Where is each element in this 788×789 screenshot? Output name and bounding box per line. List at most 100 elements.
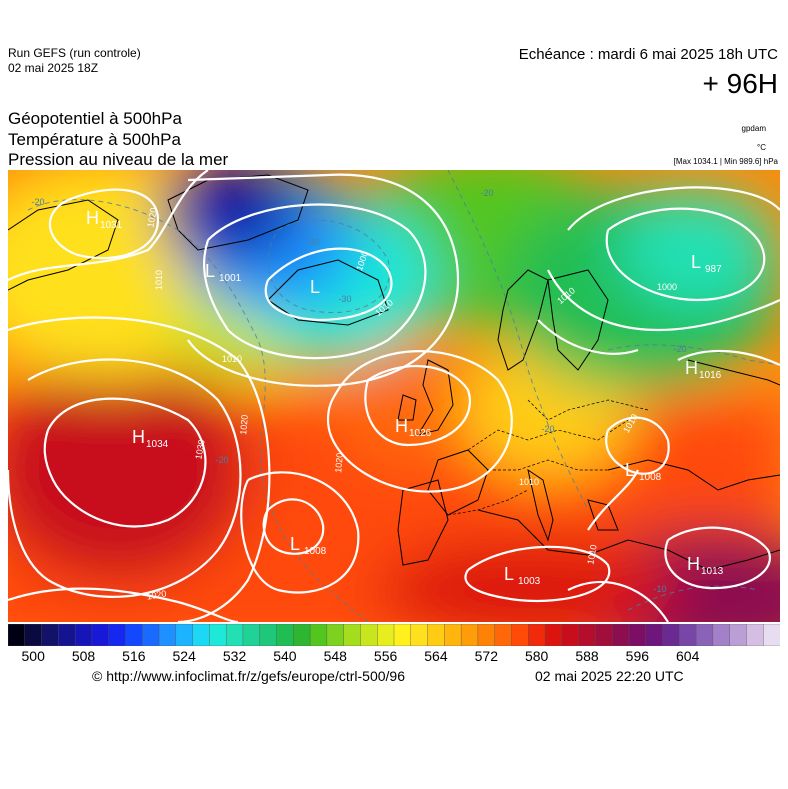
- colorbar-swatch: [662, 624, 681, 646]
- colorbar-swatch: [427, 624, 446, 646]
- colorbar-swatch: [679, 624, 697, 646]
- isotherm-label: -20: [480, 188, 493, 198]
- isotherm-label: -20: [215, 455, 228, 465]
- colorbar-swatch: [360, 624, 378, 646]
- pressure-center-value: 1001: [219, 273, 242, 284]
- pressure-center-letter: H: [685, 358, 698, 378]
- pressure-center-low: L 1008: [625, 460, 662, 483]
- pressure-center-value: 1003: [518, 576, 541, 587]
- colorbar-swatch: [8, 624, 26, 646]
- forecast-hour: + 96H: [702, 68, 779, 99]
- forecast-valid-time: Echéance : mardi 6 mai 2025 18h UTC: [518, 46, 778, 63]
- colorbar-swatch: [41, 624, 60, 646]
- run-date: 02 mai 2025 18Z: [8, 61, 99, 75]
- isobar-label: 1020: [238, 414, 250, 435]
- colorbar-swatch: [528, 624, 546, 646]
- colorbar-tick-label: 540: [273, 648, 297, 664]
- isobar-label: 1010: [154, 270, 164, 290]
- isotherms: [27, 170, 780, 622]
- pressure-center-low: L 1003: [504, 564, 541, 587]
- colorbar-swatch: [309, 624, 328, 646]
- pressure-center-high: H 1016: [685, 358, 722, 381]
- pressure-center-letter: H: [395, 416, 408, 436]
- unit-geopotential: gpdam: [741, 124, 766, 133]
- pressure-center-value: 1031: [100, 220, 123, 231]
- isobar-label: 1020: [145, 207, 158, 228]
- isotherm-label: -30: [338, 294, 351, 304]
- pressure-center-letter: H: [86, 208, 99, 228]
- colorbar-swatch: [628, 624, 647, 646]
- colorbar-swatch: [175, 624, 194, 646]
- colorbar-swatch: [24, 624, 43, 646]
- pressure-center-letter: L: [310, 277, 320, 297]
- colorbar-swatch: [511, 624, 529, 646]
- colorbar-swatch: [561, 624, 580, 646]
- pressure-center-low: L 987: [691, 252, 722, 275]
- pressure-center-value: 987: [705, 264, 722, 275]
- colorbar-swatch: [477, 624, 496, 646]
- colorbar-swatch: [763, 624, 780, 646]
- isobar-label: 1000: [657, 282, 677, 292]
- weather-map: 1010 1020 1010 1020 1030 1020 1020 1010 1000 1010…: [8, 170, 780, 622]
- isotherm-label: -30: [306, 237, 319, 247]
- pressure-center-high: H 1013: [687, 554, 724, 577]
- colorbar-tick-label: 556: [373, 648, 398, 664]
- source-url: © http://www.infoclimat.fr/z/gefs/europe…: [92, 668, 406, 684]
- colorbar-tick-label: 500: [21, 648, 45, 664]
- colorbar-tick-label: 596: [625, 648, 650, 664]
- colorbar-swatch: [192, 624, 211, 646]
- colorbar-swatch: [460, 624, 479, 646]
- run-title: Run GEFS (run controle): [8, 46, 141, 60]
- pressure-center-high: H 1031: [86, 208, 123, 231]
- colorbar-swatch: [746, 624, 764, 646]
- colorbar-swatch: [343, 624, 362, 646]
- isotherm-labels: -20 -30 -30 -20 -20 -20 -20 -10: [31, 188, 686, 594]
- pressure-center-value: 1026: [409, 428, 432, 439]
- colorbar-tick-label: 548: [323, 648, 347, 664]
- colorbar-swatch: [695, 624, 714, 646]
- pressure-center-value: 1008: [639, 472, 662, 483]
- colorbar-swatch: [242, 624, 261, 646]
- colorbar-swatch: [142, 624, 160, 646]
- colorbar-tick-label: 508: [71, 648, 96, 664]
- isotherm-label: -20: [541, 424, 554, 434]
- colorbar-tick-label: 524: [172, 648, 196, 664]
- isobar-label: 1010: [585, 544, 598, 565]
- isobar-label: 1010: [519, 477, 539, 487]
- colorbar-swatch: [494, 624, 513, 646]
- colorbar-labels: 500 508 516 524 532 540 548 556 564 572 580 588 596 6…: [8, 648, 780, 664]
- pressure-center-high: H 1026: [395, 416, 432, 439]
- pressure-center-low: L 1008: [290, 534, 327, 557]
- isotherm-label: -10: [653, 584, 666, 594]
- colorbar-swatch: [377, 624, 395, 646]
- generated-timestamp: 02 mai 2025 22:20 UTC: [535, 668, 684, 684]
- colorbar-swatch: [729, 624, 748, 646]
- colorbar-tick-label: 588: [575, 648, 599, 664]
- colorbar-tick-label: 572: [474, 648, 498, 664]
- colorbar-tick-label: 580: [524, 648, 549, 664]
- colorbar-tick-label: 604: [676, 648, 700, 664]
- pressure-center-letter: L: [205, 261, 215, 281]
- colorbar-swatch: [578, 624, 597, 646]
- colorbar-swatch: [91, 624, 110, 646]
- colorbar-swatch: [544, 624, 563, 646]
- borders: [447, 399, 649, 516]
- field-title-pressure: Pression au niveau de la mer: [8, 150, 229, 169]
- isobar-label: 1020: [146, 588, 167, 601]
- pressure-center-value: 1008: [304, 546, 327, 557]
- colorbar-swatch: [712, 624, 731, 646]
- isobar-label: 1020: [333, 452, 345, 473]
- pressure-center-letter: L: [691, 252, 701, 272]
- pressure-center-letter: H: [687, 554, 700, 574]
- colorbar-swatch: [276, 624, 294, 646]
- colorbar-swatch: [225, 624, 244, 646]
- colorbar-swatch: [58, 624, 76, 646]
- pressure-center-letter: L: [625, 460, 635, 480]
- colorbar-swatch: [393, 624, 412, 646]
- pressure-center-low: L 1001: [205, 261, 242, 284]
- colorbar-tick-label: 516: [122, 648, 146, 664]
- geopotential-field: [8, 170, 780, 622]
- pressure-center-letter: H: [132, 427, 145, 447]
